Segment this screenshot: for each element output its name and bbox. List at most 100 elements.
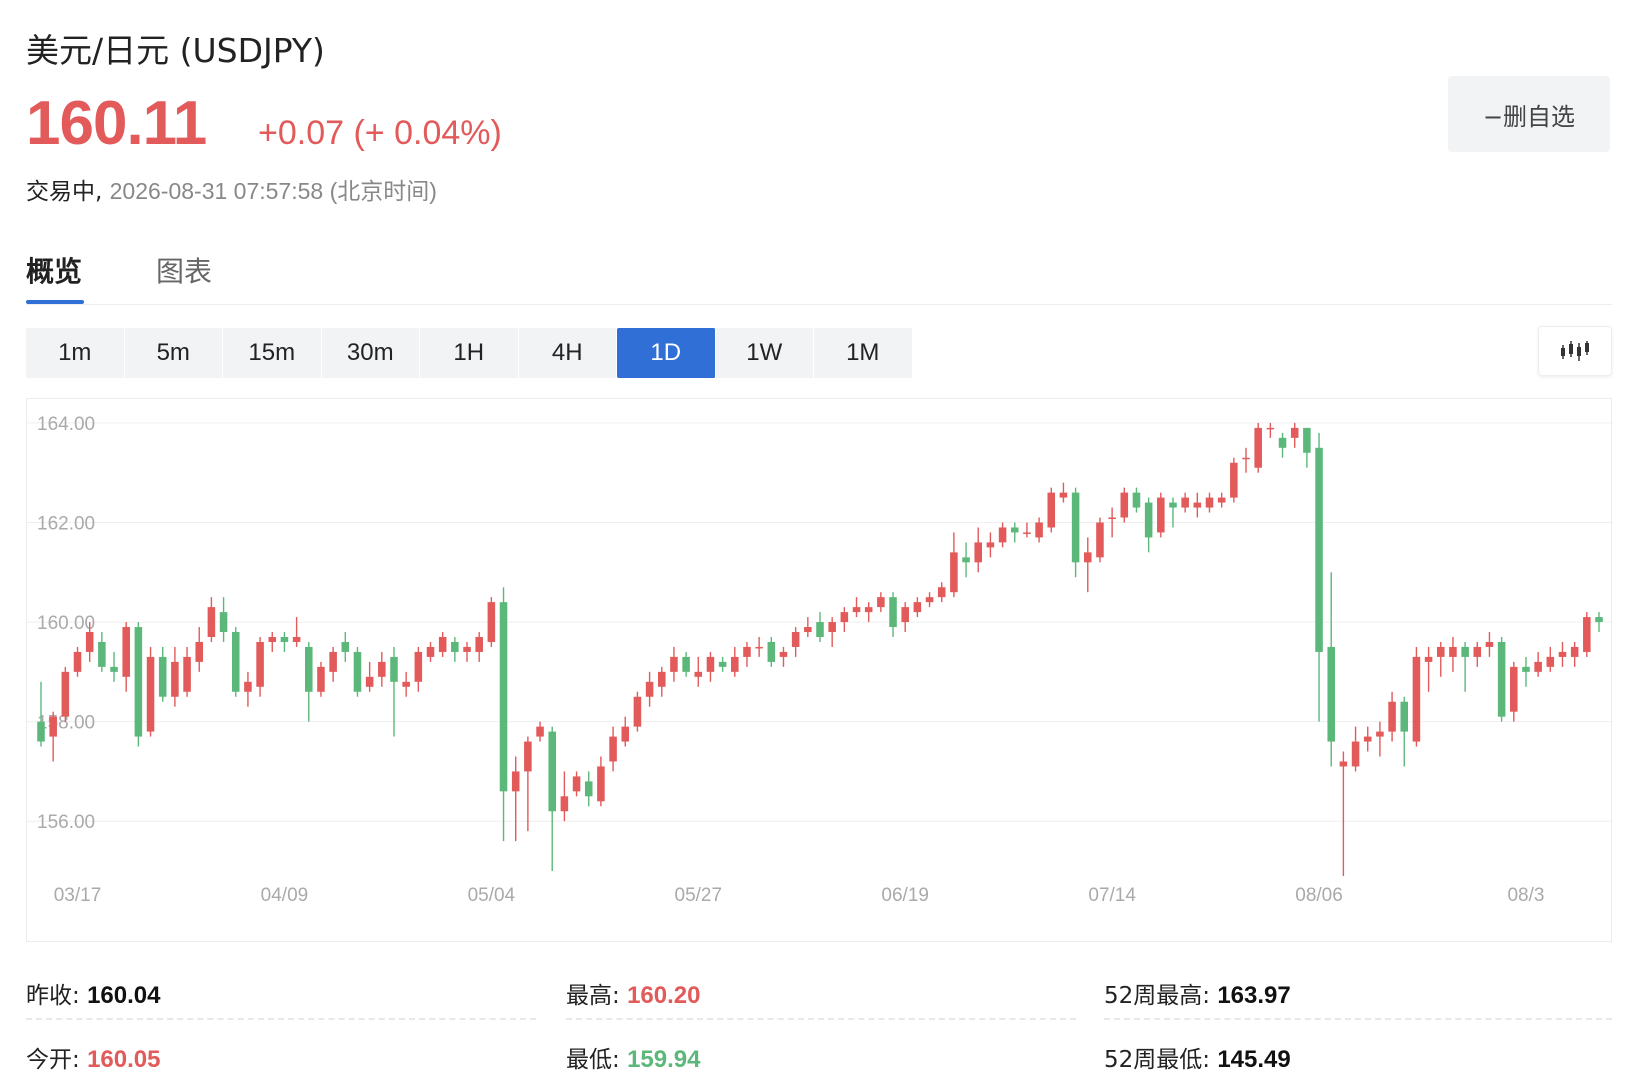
- candle-body: [122, 627, 130, 677]
- candle: [962, 542, 970, 578]
- x-tick-label: 04/09: [261, 885, 309, 906]
- interval-1mo[interactable]: 1M: [814, 328, 913, 378]
- stat-value: 160.04: [87, 982, 161, 1009]
- candle: [1485, 632, 1494, 657]
- candle-body: [1047, 492, 1056, 528]
- candle: [1096, 517, 1104, 563]
- candle-body: [1205, 497, 1214, 508]
- candle: [499, 587, 508, 842]
- candle: [1339, 751, 1348, 876]
- candle: [256, 637, 264, 697]
- candle-body: [1278, 437, 1287, 448]
- candle-body: [633, 696, 642, 727]
- candle-body: [426, 646, 435, 657]
- candle: [1351, 726, 1360, 772]
- interval-5m[interactable]: 5m: [125, 328, 223, 378]
- candle-body: [1570, 646, 1579, 657]
- candle-body: [816, 622, 824, 637]
- candle-body: [1412, 656, 1421, 742]
- candle-body: [231, 632, 240, 692]
- candle-body: [572, 776, 581, 792]
- candle-body: [1084, 552, 1092, 563]
- candle-body: [146, 656, 155, 732]
- candle: [390, 646, 398, 737]
- candle-body: [1169, 502, 1177, 508]
- candle-body: [1217, 497, 1226, 503]
- candle-body: [98, 641, 106, 667]
- tab-chart[interactable]: 图表: [156, 255, 213, 288]
- interval-1w[interactable]: 1W: [716, 328, 814, 378]
- x-tick-label: 07/14: [1088, 885, 1136, 906]
- candle: [1290, 422, 1299, 448]
- candle: [621, 716, 630, 747]
- candle-body: [73, 651, 82, 672]
- stat-value: 163.97: [1217, 982, 1291, 1009]
- candle-body: [61, 671, 70, 717]
- candle-body: [1242, 457, 1250, 460]
- candle: [183, 646, 191, 697]
- candle: [1315, 432, 1323, 722]
- tab-overview[interactable]: 概览: [26, 255, 83, 288]
- candle: [207, 597, 216, 642]
- candle-body: [1510, 666, 1518, 712]
- candle: [1059, 482, 1068, 503]
- candle: [1388, 691, 1396, 742]
- interval-1h[interactable]: 1H: [420, 328, 519, 378]
- page-title: 美元/日元 (USDJPY): [26, 31, 325, 70]
- interval-15m[interactable]: 15m: [223, 328, 322, 378]
- candle-body: [755, 646, 763, 649]
- candle-body: [1108, 517, 1116, 520]
- candle-body: [329, 651, 337, 672]
- chart-type-button[interactable]: [1538, 326, 1612, 376]
- x-tick-label: 06/19: [881, 885, 929, 906]
- candle: [1473, 641, 1482, 667]
- candle-body: [1376, 731, 1384, 737]
- candle-body: [840, 612, 849, 623]
- candle-body: [694, 671, 703, 677]
- candle-body: [645, 681, 654, 697]
- interval-1d[interactable]: 1D: [617, 328, 716, 378]
- candle-body: [49, 716, 57, 737]
- candle: [1132, 487, 1141, 513]
- candle: [1157, 492, 1165, 538]
- x-tick-label: 05/27: [675, 885, 723, 906]
- candle: [365, 661, 374, 692]
- candle: [1010, 522, 1019, 543]
- candle: [110, 651, 118, 682]
- candle-body: [597, 766, 605, 802]
- stat-label: 最低:: [566, 1047, 620, 1073]
- candle-body: [195, 641, 204, 662]
- candle-body: [791, 632, 800, 647]
- candle-body: [1035, 522, 1043, 538]
- candle: [1546, 646, 1555, 672]
- candle-body: [1388, 701, 1396, 732]
- candle: [804, 617, 812, 637]
- stat-label: 最高:: [566, 983, 620, 1009]
- candle: [1278, 432, 1287, 458]
- candle: [1534, 651, 1542, 677]
- candle: [609, 726, 617, 772]
- interval-30m[interactable]: 30m: [322, 328, 420, 378]
- x-tick-label: 03/17: [54, 885, 102, 906]
- candle-body: [292, 637, 301, 642]
- stat-52w-low: 52周最低: 145.49: [1104, 1040, 1291, 1074]
- candle-body: [1485, 641, 1494, 647]
- candle: [852, 597, 861, 618]
- candle: [268, 632, 277, 652]
- candle-body: [463, 646, 471, 652]
- candle-body: [1157, 497, 1165, 533]
- divider: [1104, 1018, 1612, 1020]
- candle: [1108, 507, 1116, 538]
- interval-4h[interactable]: 4H: [519, 328, 617, 378]
- candle: [1449, 637, 1457, 672]
- candle-body: [731, 656, 739, 672]
- candle-body: [950, 552, 958, 593]
- candle-body: [609, 736, 617, 762]
- remove-watchlist-button[interactable]: −删自选: [1448, 76, 1610, 152]
- candle-body: [1497, 641, 1506, 717]
- candle-body: [1546, 656, 1555, 667]
- candle: [61, 666, 70, 722]
- candle: [122, 622, 130, 692]
- interval-1m[interactable]: 1m: [26, 328, 125, 378]
